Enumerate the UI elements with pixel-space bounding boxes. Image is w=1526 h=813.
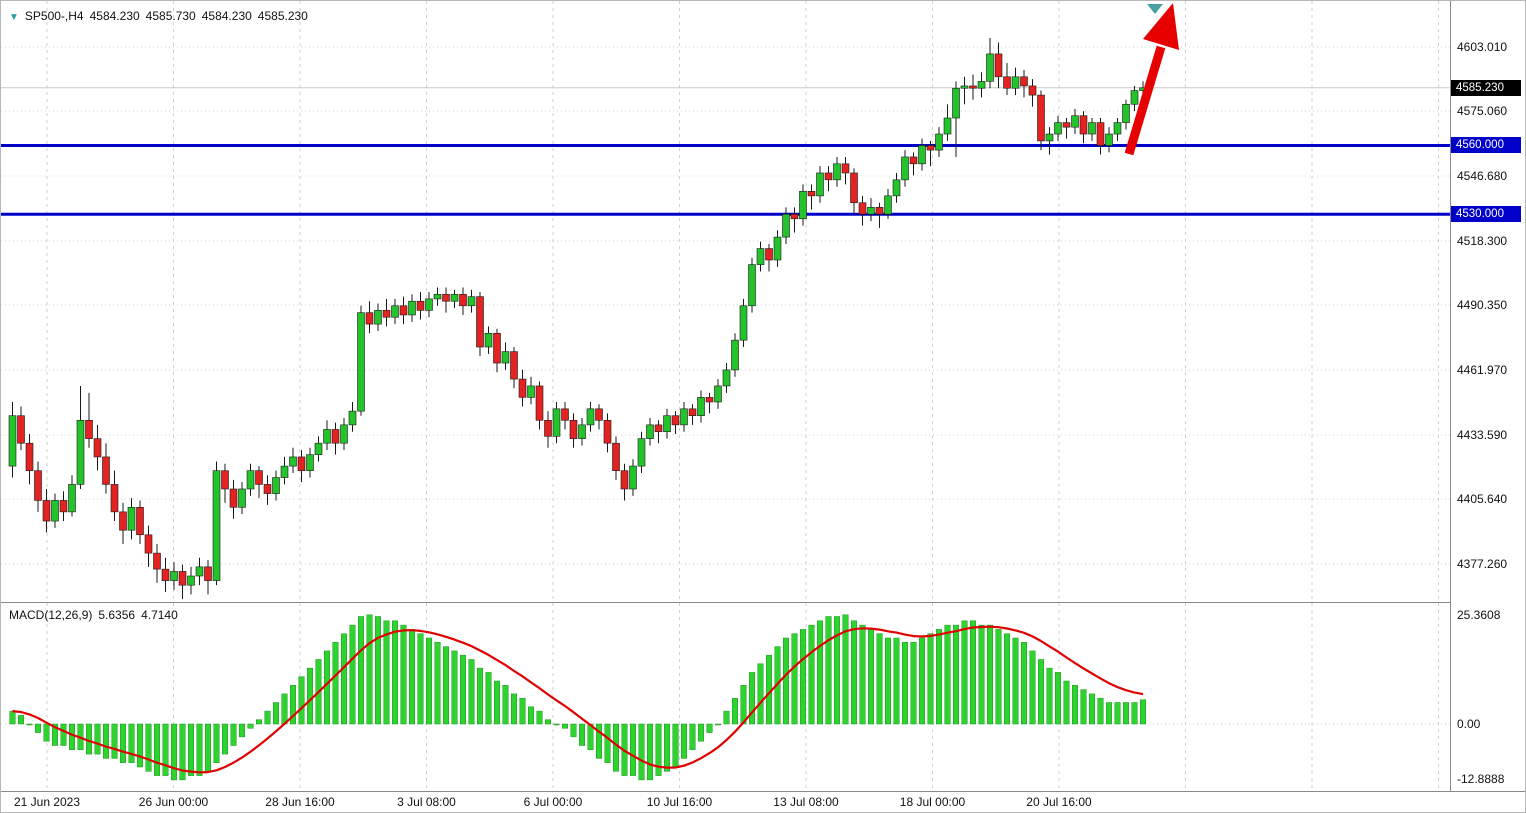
price-tick-label: 4575.060 <box>1457 104 1508 118</box>
ohlc-high: 4585.730 <box>145 9 196 23</box>
date-label: 20 Jul 16:00 <box>1026 795 1092 809</box>
macd-scale-tick: 25.3608 <box>1457 607 1501 622</box>
axis-separator <box>1 791 1525 792</box>
date-label: 3 Jul 08:00 <box>397 795 456 809</box>
current-price-box: 4585.230 <box>1451 79 1521 96</box>
macd-signal-line <box>12 625 1144 774</box>
price-tick-label: 4518.300 <box>1457 233 1508 248</box>
pane-separator[interactable] <box>1 602 1525 603</box>
symbol-marker-icon: ▼ <box>9 12 19 23</box>
time-axis[interactable]: 21 Jun 2023 26 Jun 00:00 28 Jun 16:00 3 Jul… <box>1 792 1525 812</box>
price-tick-label: 4603.010 <box>1457 40 1508 54</box>
scale-separator <box>1450 1 1451 791</box>
macd-current-value: 5.6356 <box>98 608 136 622</box>
object-anchor-icon <box>1147 4 1163 14</box>
date-label: 28 Jun 16:00 <box>265 795 335 809</box>
date-label: 6 Jul 00:00 <box>523 795 583 809</box>
price-tick-label: 4377.260 <box>1457 556 1508 571</box>
macd-indicator-label: MACD(12,26,9) 5.6356 4.7140 <box>9 608 184 622</box>
price-tick-label: 4461.970 <box>1457 362 1508 377</box>
support-resistance-lines[interactable] <box>1 143 1450 216</box>
chart-header: ▼ SP500-,H4 4584.230 4585.730 4584.230 4585.2… <box>9 9 314 23</box>
ohlc-open: 4584.230 <box>89 9 140 23</box>
macd-name: MACD(12,26,9) <box>9 608 93 622</box>
candlesticks <box>8 37 1147 599</box>
date-label: 21 Jun 2023 <box>13 795 81 809</box>
price-tick-label: 4405.640 <box>1457 491 1508 506</box>
date-label: 10 Jul 16:00 <box>646 795 713 809</box>
level-price-box-4560: 4560.000 <box>1451 137 1521 154</box>
date-label: 26 Jun 00:00 <box>138 795 209 809</box>
macd-histogram <box>9 614 1146 781</box>
ohlc-low: 4584.230 <box>201 9 252 23</box>
price-tick-label: 4490.350 <box>1457 297 1508 312</box>
date-label: 13 Jul 08:00 <box>773 795 839 809</box>
level-price-box-4530: 4530.000 <box>1451 206 1521 223</box>
price-tick-label: 4546.680 <box>1457 168 1508 183</box>
price-chart[interactable] <box>1 1 1450 602</box>
date-label: 18 Jul 00:00 <box>899 795 966 809</box>
ohlc-close: 4585.230 <box>257 9 308 23</box>
price-tick-label: 4433.590 <box>1457 427 1508 442</box>
symbol-timeframe: SP500-,H4 <box>24 9 84 23</box>
macd-scale-tick: -12.8888 <box>1457 772 1505 787</box>
macd-indicator-chart[interactable] <box>1 603 1450 791</box>
price-scale[interactable]: 4603.010 4575.060 4546.680 4518.300 4490.350… <box>1451 1 1525 791</box>
macd-signal-value: 4.7140 <box>141 608 178 622</box>
trend-arrow[interactable] <box>1124 3 1179 156</box>
macd-scale-tick: 0.00 <box>1457 717 1481 731</box>
